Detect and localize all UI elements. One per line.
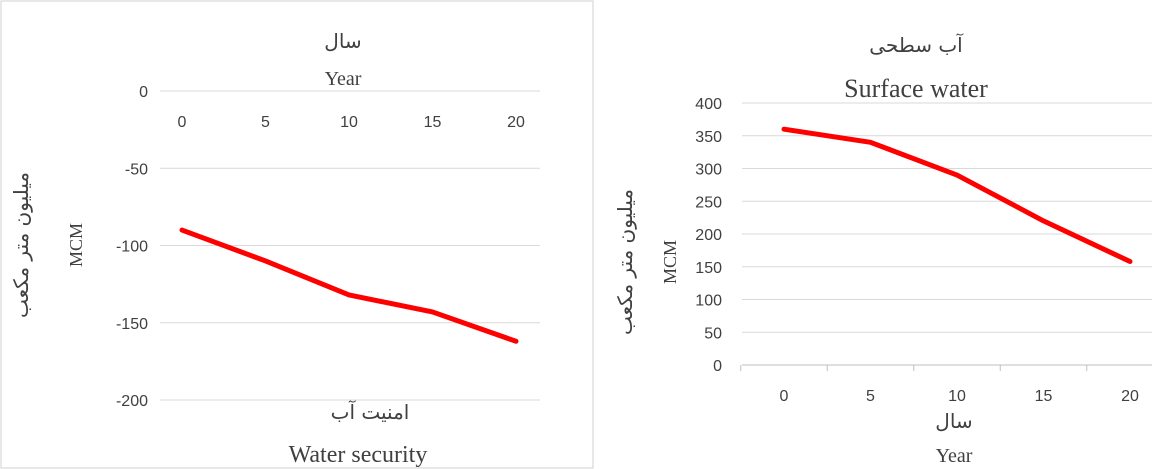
y-tick-label: -150 [116,316,148,333]
y-tick-label: 150 [695,260,722,277]
chart-title-fa: آب سطحی [869,32,964,57]
y-axis-label-en: MCM [66,223,86,267]
series-line [781,126,1133,265]
x-tick-labels: 0 5 10 15 20 [178,114,525,131]
x-tick-label: 0 [780,388,789,405]
chart-border [0,0,594,469]
x-tick-label: 10 [340,114,358,131]
x-axis-label-en: Year [936,445,973,467]
x-tick-label: 20 [507,114,525,131]
x-tick-label: 15 [1035,388,1053,405]
x-tick-label: 5 [261,114,270,131]
y-tick-label: 250 [695,194,722,211]
chart-title-en: Surface water [844,74,988,103]
x-tick-marks [740,365,1088,371]
x-axis-label-fa: سال [935,409,972,433]
y-tick-label: -50 [125,161,148,178]
y-tick-label: 200 [695,227,722,244]
x-tick-label: 20 [1121,388,1139,405]
y-tick-labels: 0 -50 -100 -150 -200 [116,84,148,410]
x-tick-label: 0 [178,114,187,131]
y-tick-labels: 400 350 300 250 200 150 100 50 0 [695,96,722,375]
y-tick-label: 0 [713,358,722,375]
chart-title-fa: امنیت آب [331,399,410,424]
y-tick-label: 100 [695,293,722,310]
x-tick-label: 5 [866,388,875,405]
y-axis-label-en: MCM [660,240,680,284]
x-tick-labels: 0 5 10 15 20 [780,388,1139,405]
x-axis-label-fa: سال [324,29,361,53]
series-line [179,227,519,344]
chart-title-en: Water security [289,442,428,468]
y-tick-label: 350 [695,129,722,146]
y-tick-label: 0 [139,84,148,101]
y-tick-label: 300 [695,162,722,179]
surface-water-chart-svg: 400 350 300 250 200 150 100 50 0 0 5 10 15 20 آب سطح… [594,0,1154,469]
y-tick-label: -200 [116,393,148,410]
x-tick-label: 10 [948,388,966,405]
y-tick-label: 400 [695,96,722,113]
y-tick-label: 50 [704,325,722,342]
gridlines [742,102,1152,366]
x-tick-label: 15 [424,114,442,131]
water-security-chart: 0 -50 -100 -150 -200 0 5 10 15 20 سال Year میلیو… [0,0,594,469]
y-tick-label: -100 [116,239,148,256]
y-axis-label-fa: میلیون متر مکعب [9,172,33,318]
x-axis-label-en: Year [325,68,362,90]
water-security-chart-svg: 0 -50 -100 -150 -200 0 5 10 15 20 سال Year میلیو… [0,0,594,469]
y-axis-label-fa: میلیون متر مکعب [613,189,637,335]
surface-water-chart: 400 350 300 250 200 150 100 50 0 0 5 10 15 20 آب سطح… [594,0,1154,469]
